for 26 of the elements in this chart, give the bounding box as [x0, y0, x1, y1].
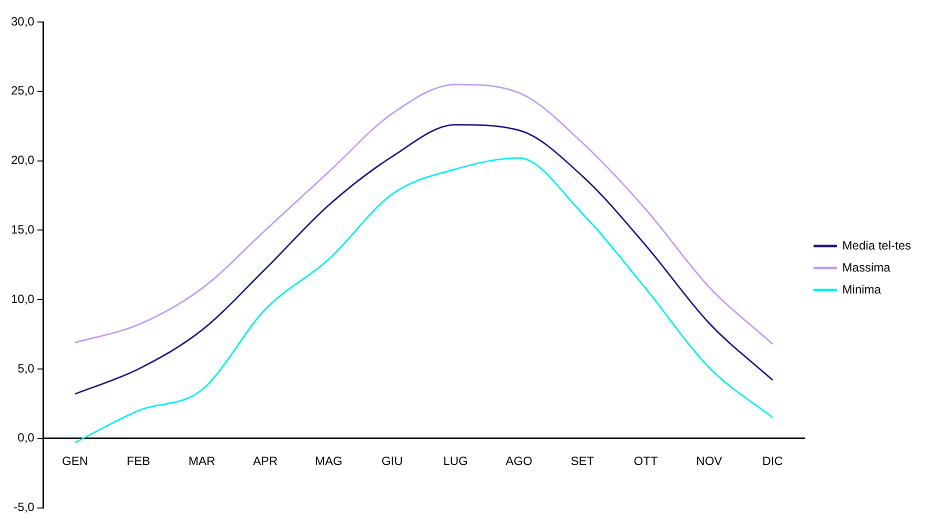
x-tick-label: LUG: [443, 454, 468, 468]
y-tick-label: 30,0: [10, 14, 35, 28]
x-tick-label: NOV: [696, 454, 722, 468]
x-tick-label: MAG: [315, 454, 342, 468]
line-series: [74, 157, 774, 444]
y-tick-label: 15,0: [10, 222, 35, 237]
y-tick-label: -5,0: [14, 500, 35, 514]
x-tick-label: APR: [252, 454, 278, 468]
x-tick-label: DIC: [762, 454, 784, 468]
y-tick-label: 5,0: [18, 361, 35, 376]
legend-label: Minima: [842, 282, 882, 296]
y-tick-label: 25,0: [10, 84, 35, 98]
legend-label: Media tel-tes: [842, 238, 912, 252]
x-tick-label: MAR: [188, 454, 216, 468]
x-tick-label: GEN: [62, 454, 88, 468]
x-tick-label: GIU: [381, 454, 403, 468]
line-series: [74, 124, 774, 395]
x-tick-label: AGO: [506, 454, 532, 468]
y-tick-label: 10,0: [10, 292, 35, 306]
y-tick-label: 20,0: [10, 153, 35, 168]
x-tick-label: FEB: [126, 454, 150, 468]
x-tick-label: SET: [570, 454, 595, 468]
x-tick-label: OTT: [634, 454, 658, 468]
y-tick-label: 0,0: [18, 430, 35, 445]
line-series: [74, 84, 774, 345]
legend-label: Massima: [842, 260, 891, 274]
